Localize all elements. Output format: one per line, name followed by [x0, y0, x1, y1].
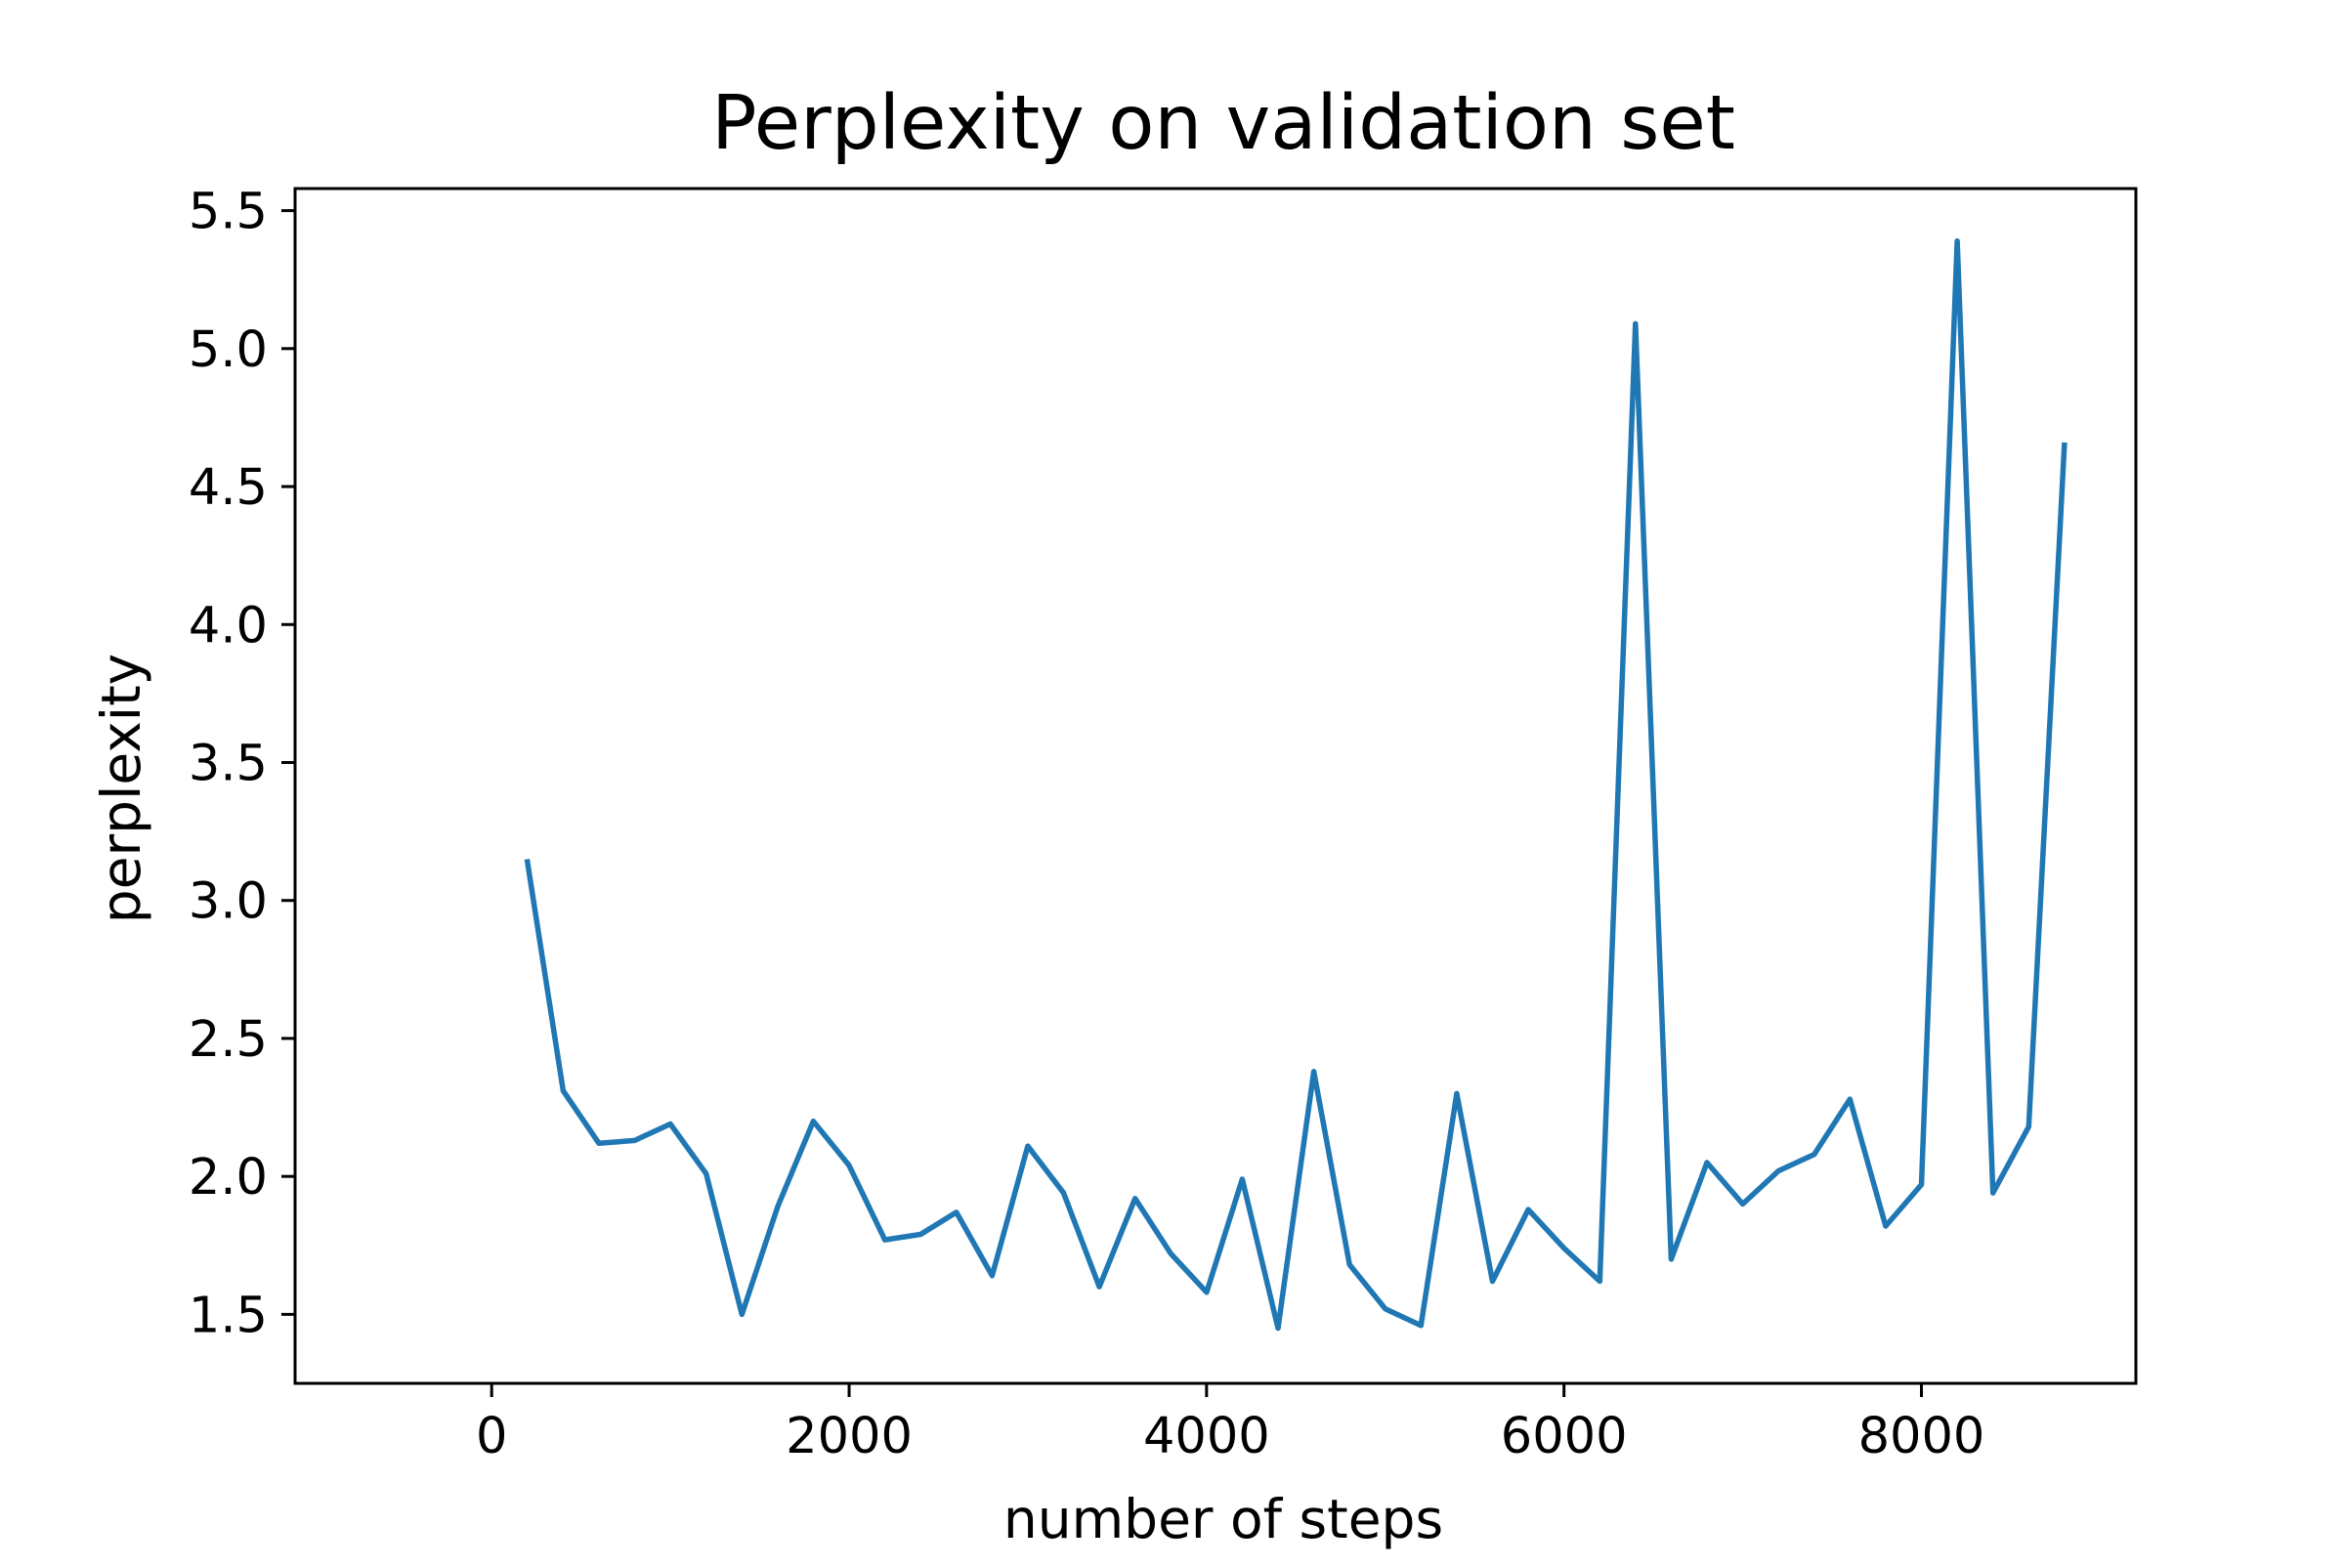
y-tick-label: 5.5: [189, 184, 268, 241]
y-axis-label: perplexity: [90, 654, 152, 923]
x-axis: 0 2000 4000 6000 8000: [476, 1383, 1984, 1465]
y-tick-label: 3.5: [189, 735, 268, 792]
chart-title: Perplexity on validation set: [711, 80, 1735, 167]
x-tick-label: 2000: [786, 1408, 913, 1465]
y-tick-label: 2.5: [189, 1011, 268, 1069]
series-line-0: [524, 237, 2068, 1332]
y-tick-label: 1.5: [189, 1287, 268, 1344]
axes-frame: [293, 187, 2138, 1385]
x-tick-label: 4000: [1143, 1408, 1270, 1465]
x-tick-label: 0: [476, 1408, 507, 1465]
y-tick-label: 5.0: [189, 321, 268, 379]
x-axis-label: number of steps: [1003, 1488, 1443, 1550]
y-axis: 1.5 2.0 2.5 3.0 3.5 4.0 4.5 5.0 5.5: [189, 184, 295, 1344]
y-tick-label: 2.0: [189, 1149, 268, 1207]
x-tick-label: 6000: [1501, 1408, 1628, 1465]
x-tick-label: 8000: [1858, 1408, 1985, 1465]
y-tick-label: 4.0: [189, 597, 268, 655]
y-tick-label: 3.0: [189, 873, 268, 931]
y-tick-label: 4.5: [189, 459, 268, 517]
plot-area: [293, 187, 2138, 1385]
